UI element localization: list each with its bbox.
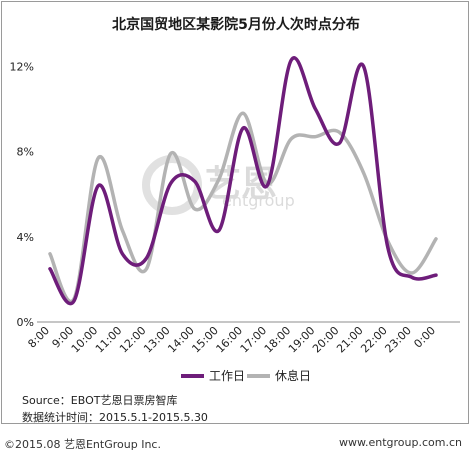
x-tick-label: 19:00 [286,324,318,356]
x-tick-label: 22:00 [358,324,390,356]
x-tick-label: 13:00 [141,324,173,356]
x-tick-label: 16:00 [214,324,246,356]
footer-copyright: ©2015.08 艺恩EntGroup Inc. [4,438,161,451]
legend-label: 工作日 [209,369,245,383]
x-tick-label: 12:00 [117,324,149,356]
x-tick-label: 11:00 [93,324,125,356]
x-tick-label: 21:00 [334,324,366,356]
series-line-1 [48,111,438,304]
legend: 工作日 休息日 [181,368,311,383]
x-tick-label: 15:00 [189,324,221,356]
y-tick-label: 0% [17,316,34,329]
x-tick-label: 17:00 [238,324,270,356]
legend-label: 休息日 [275,368,311,383]
x-tick-label: 14:00 [165,324,197,356]
chart-frame [1,1,469,424]
series-line-0 [48,56,438,306]
chart-title: 北京国贸地区某影院5月份人次时点分布 [112,17,360,33]
x-tick-label: 23:00 [382,324,414,356]
x-tick-label: 0:00 [411,324,438,351]
y-tick-label: 4% [17,231,34,244]
period-note: 数据统计时间：2015.5.1-2015.5.30 [22,411,208,424]
x-tick-label: 10:00 [69,324,101,356]
y-tick-label: 8% [17,146,34,159]
y-axis-ticks: 0% 4% 8% 12% [10,60,34,329]
watermark-en: entgroup [222,191,295,210]
x-axis-ticks: 8:009:0010:0011:0012:0013:0014:0015:0016… [25,324,438,356]
x-tick-label: 20:00 [310,324,342,356]
y-tick-label: 12% [10,60,34,73]
series-lines [48,56,438,306]
source-note: Source：EBOT艺恩日票房智库 [22,394,178,407]
footer-website: www.entgroup.com.cn [339,436,462,449]
x-tick-label: 18:00 [262,324,294,356]
